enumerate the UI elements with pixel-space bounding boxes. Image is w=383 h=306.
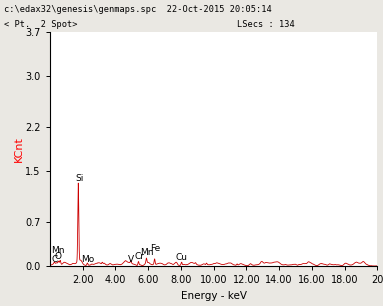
Text: Mn: Mn	[140, 248, 153, 257]
Text: O: O	[55, 252, 62, 260]
Text: Si: Si	[75, 174, 83, 183]
Text: Mo: Mo	[81, 255, 94, 264]
Text: c:\edax32\genesis\genmaps.spc  22-Oct-2015 20:05:14: c:\edax32\genesis\genmaps.spc 22-Oct-201…	[4, 5, 272, 13]
Text: < Pt.  2 Spot>: < Pt. 2 Spot>	[4, 20, 77, 29]
Y-axis label: KCnt: KCnt	[14, 136, 24, 162]
X-axis label: Energy - keV: Energy - keV	[180, 291, 247, 301]
Text: Cu: Cu	[175, 253, 188, 262]
Text: Mn: Mn	[52, 246, 65, 256]
Text: C: C	[51, 255, 57, 264]
Text: LSecs : 134: LSecs : 134	[237, 20, 295, 29]
Text: Fe: Fe	[150, 244, 160, 253]
Text: V: V	[128, 255, 134, 264]
Text: Cr: Cr	[135, 252, 145, 260]
